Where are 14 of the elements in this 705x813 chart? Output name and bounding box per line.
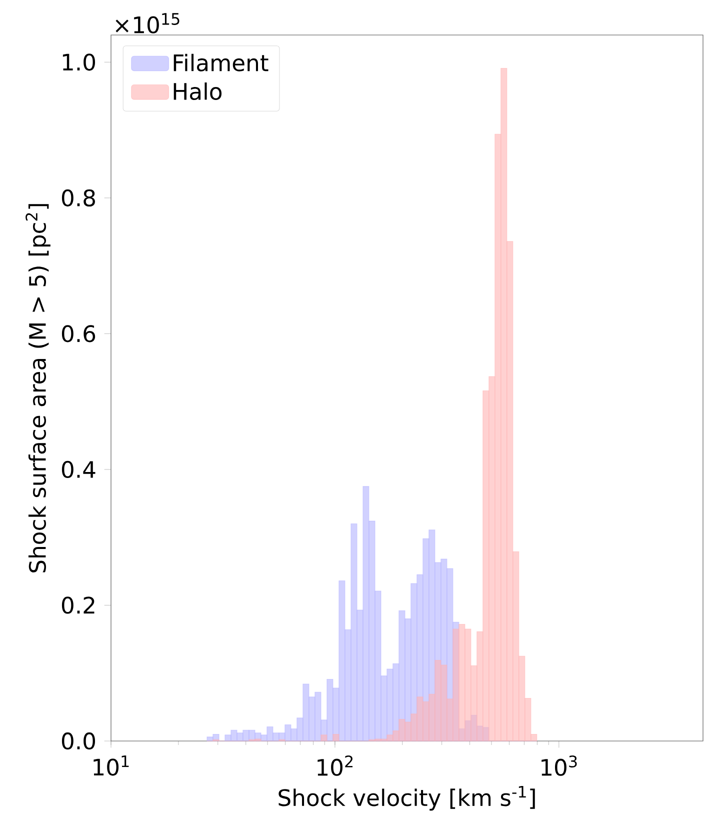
y-tick-label: 0.4 [62, 460, 96, 478]
legend-label: Filament [174, 54, 268, 72]
y-tick-label: 0.6 [62, 325, 96, 342]
y-axis-title: Shock surface area (M > 5) [pc$^{2}$] [26, 204, 50, 572]
y-tick-label: 1.0 [62, 54, 96, 71]
x-tick-label: 10$^{3}$ [542, 755, 577, 776]
y-tick-label: 0.8 [62, 189, 95, 206]
y-tick-label: 0.0 [62, 732, 96, 750]
legend-label: Halo [174, 82, 222, 100]
text: ×10$^{15}$ [116, 13, 180, 34]
x-axis-title: Shock velocity [km s$^{-1}$] [278, 786, 535, 811]
x-tick-label: 10$^{2}$ [318, 755, 353, 776]
x-tick-label: 10$^{1}$ [94, 755, 129, 776]
y-tick-label: 0.2 [62, 596, 94, 614]
